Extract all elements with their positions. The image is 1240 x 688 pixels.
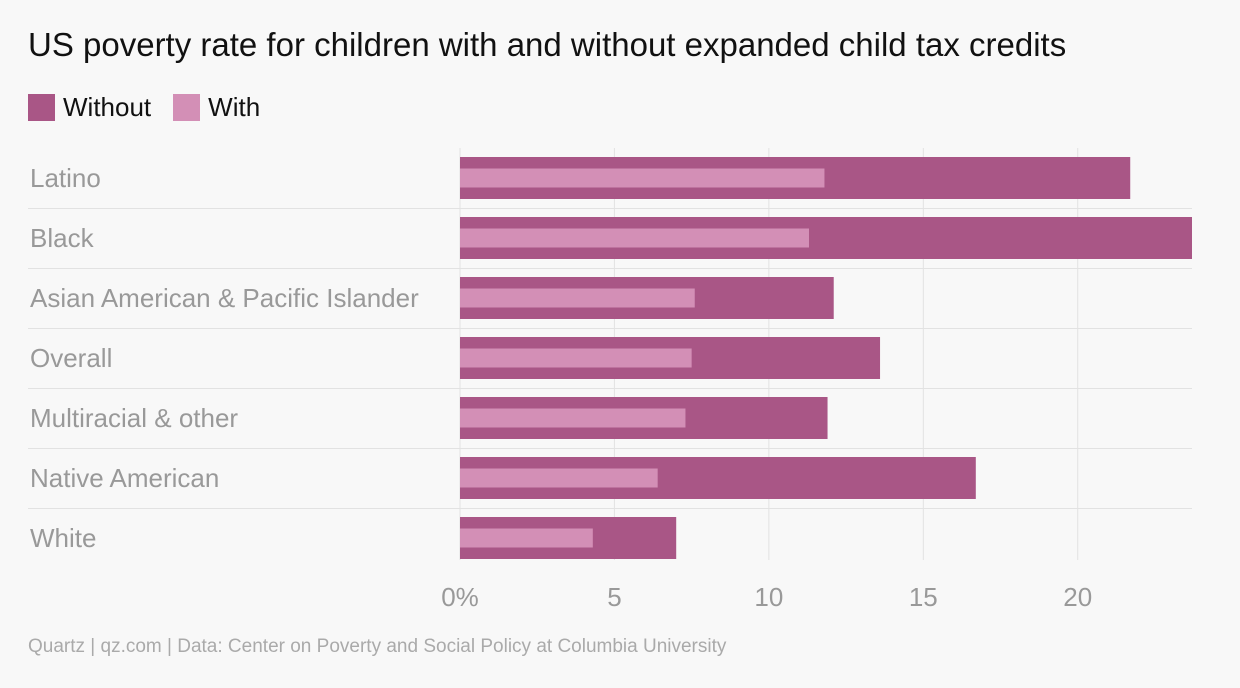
chart-title: US poverty rate for children with and wi… [28,26,1067,63]
legend-swatch-without [28,93,55,121]
x-tick-label-0: 0% [441,582,479,612]
x-tick-label-1: 5 [607,582,621,612]
source-footer: Quartz | qz.com | Data: Center on Povert… [28,636,727,657]
category-label-3: Overall [30,343,112,373]
bar-with-6 [460,528,593,548]
category-label-6: White [30,523,96,553]
legend: Without With [28,92,282,122]
category-label-2: Asian American & Pacific Islander [30,283,419,313]
legend-label-with: With [208,91,261,122]
legend-item-without: Without [28,92,151,123]
category-label-5: Native American [30,463,219,493]
legend-swatch-with [173,93,201,121]
legend-item-with: With [173,92,260,123]
category-label-4: Multiracial & other [30,403,238,433]
category-label-1: Black [30,223,95,253]
x-tick-label-4: 20 [1063,582,1092,612]
bar-with-4 [460,408,686,428]
category-label-0: Latino [30,163,101,193]
bar-with-0 [460,168,825,188]
bar-with-2 [460,288,695,308]
bar-with-5 [460,468,658,488]
legend-label-without: Without [63,91,152,122]
bar-with-1 [460,228,810,248]
x-tick-label-3: 15 [909,582,938,612]
x-tick-label-2: 10 [754,582,783,612]
bar-with-3 [460,348,692,368]
